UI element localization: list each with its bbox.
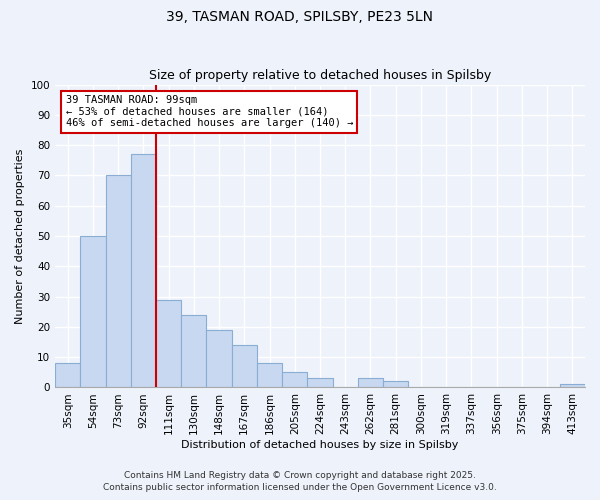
Y-axis label: Number of detached properties: Number of detached properties bbox=[15, 148, 25, 324]
Bar bbox=[156, 300, 181, 388]
Bar bbox=[181, 315, 206, 388]
Title: Size of property relative to detached houses in Spilsby: Size of property relative to detached ho… bbox=[149, 69, 491, 82]
Bar bbox=[282, 372, 307, 388]
Bar bbox=[383, 382, 409, 388]
Bar bbox=[206, 330, 232, 388]
Bar bbox=[232, 345, 257, 388]
Bar bbox=[106, 176, 131, 388]
Text: 39, TASMAN ROAD, SPILSBY, PE23 5LN: 39, TASMAN ROAD, SPILSBY, PE23 5LN bbox=[167, 10, 433, 24]
Bar bbox=[560, 384, 585, 388]
Text: 39 TASMAN ROAD: 99sqm
← 53% of detached houses are smaller (164)
46% of semi-det: 39 TASMAN ROAD: 99sqm ← 53% of detached … bbox=[65, 95, 353, 128]
Bar bbox=[131, 154, 156, 388]
Text: Contains HM Land Registry data © Crown copyright and database right 2025.
Contai: Contains HM Land Registry data © Crown c… bbox=[103, 471, 497, 492]
Bar bbox=[257, 363, 282, 388]
Bar bbox=[358, 378, 383, 388]
Bar bbox=[55, 363, 80, 388]
X-axis label: Distribution of detached houses by size in Spilsby: Distribution of detached houses by size … bbox=[181, 440, 459, 450]
Bar bbox=[307, 378, 332, 388]
Bar bbox=[80, 236, 106, 388]
